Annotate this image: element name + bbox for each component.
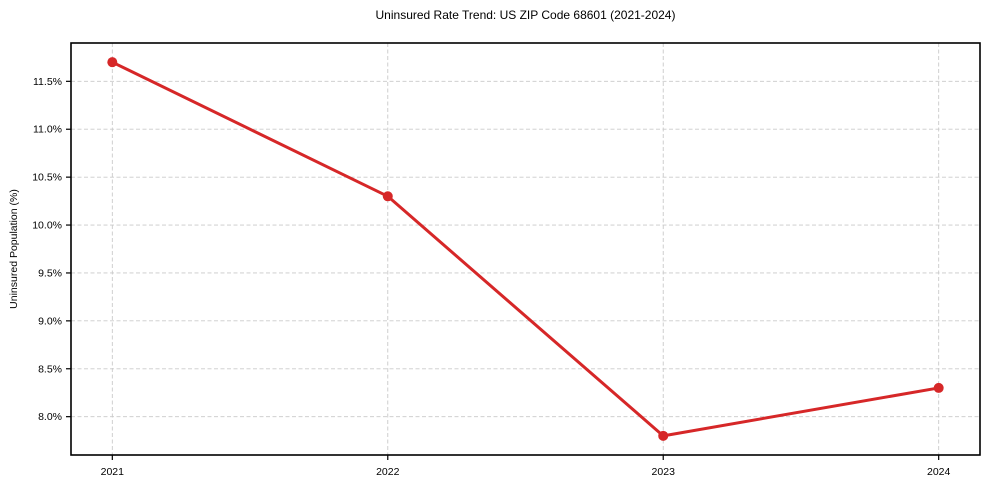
y-tick-label: 10.0%: [32, 220, 62, 232]
y-tick-label: 10.5%: [32, 172, 62, 184]
x-tick-label: 2022: [376, 466, 400, 478]
x-tick-label: 2023: [652, 466, 676, 478]
data-point: [107, 57, 118, 68]
data-point: [933, 382, 944, 393]
y-tick-label: 11.0%: [33, 124, 62, 136]
chart-title: Uninsured Rate Trend: US ZIP Code 68601 …: [375, 8, 676, 22]
y-tick-label: 9.5%: [38, 267, 62, 279]
y-tick-label: 11.5%: [33, 76, 62, 88]
x-tick-label: 2021: [101, 466, 125, 478]
data-point: [382, 191, 393, 202]
y-tick-label: 8.0%: [38, 411, 62, 423]
trend-line: [110, 60, 941, 438]
data-point: [658, 430, 669, 441]
x-tick-label: 2024: [927, 466, 951, 478]
y-tick-label: 9.0%: [38, 315, 62, 327]
y-tick-label: 8.5%: [38, 363, 62, 375]
plot-border: [70, 42, 981, 456]
